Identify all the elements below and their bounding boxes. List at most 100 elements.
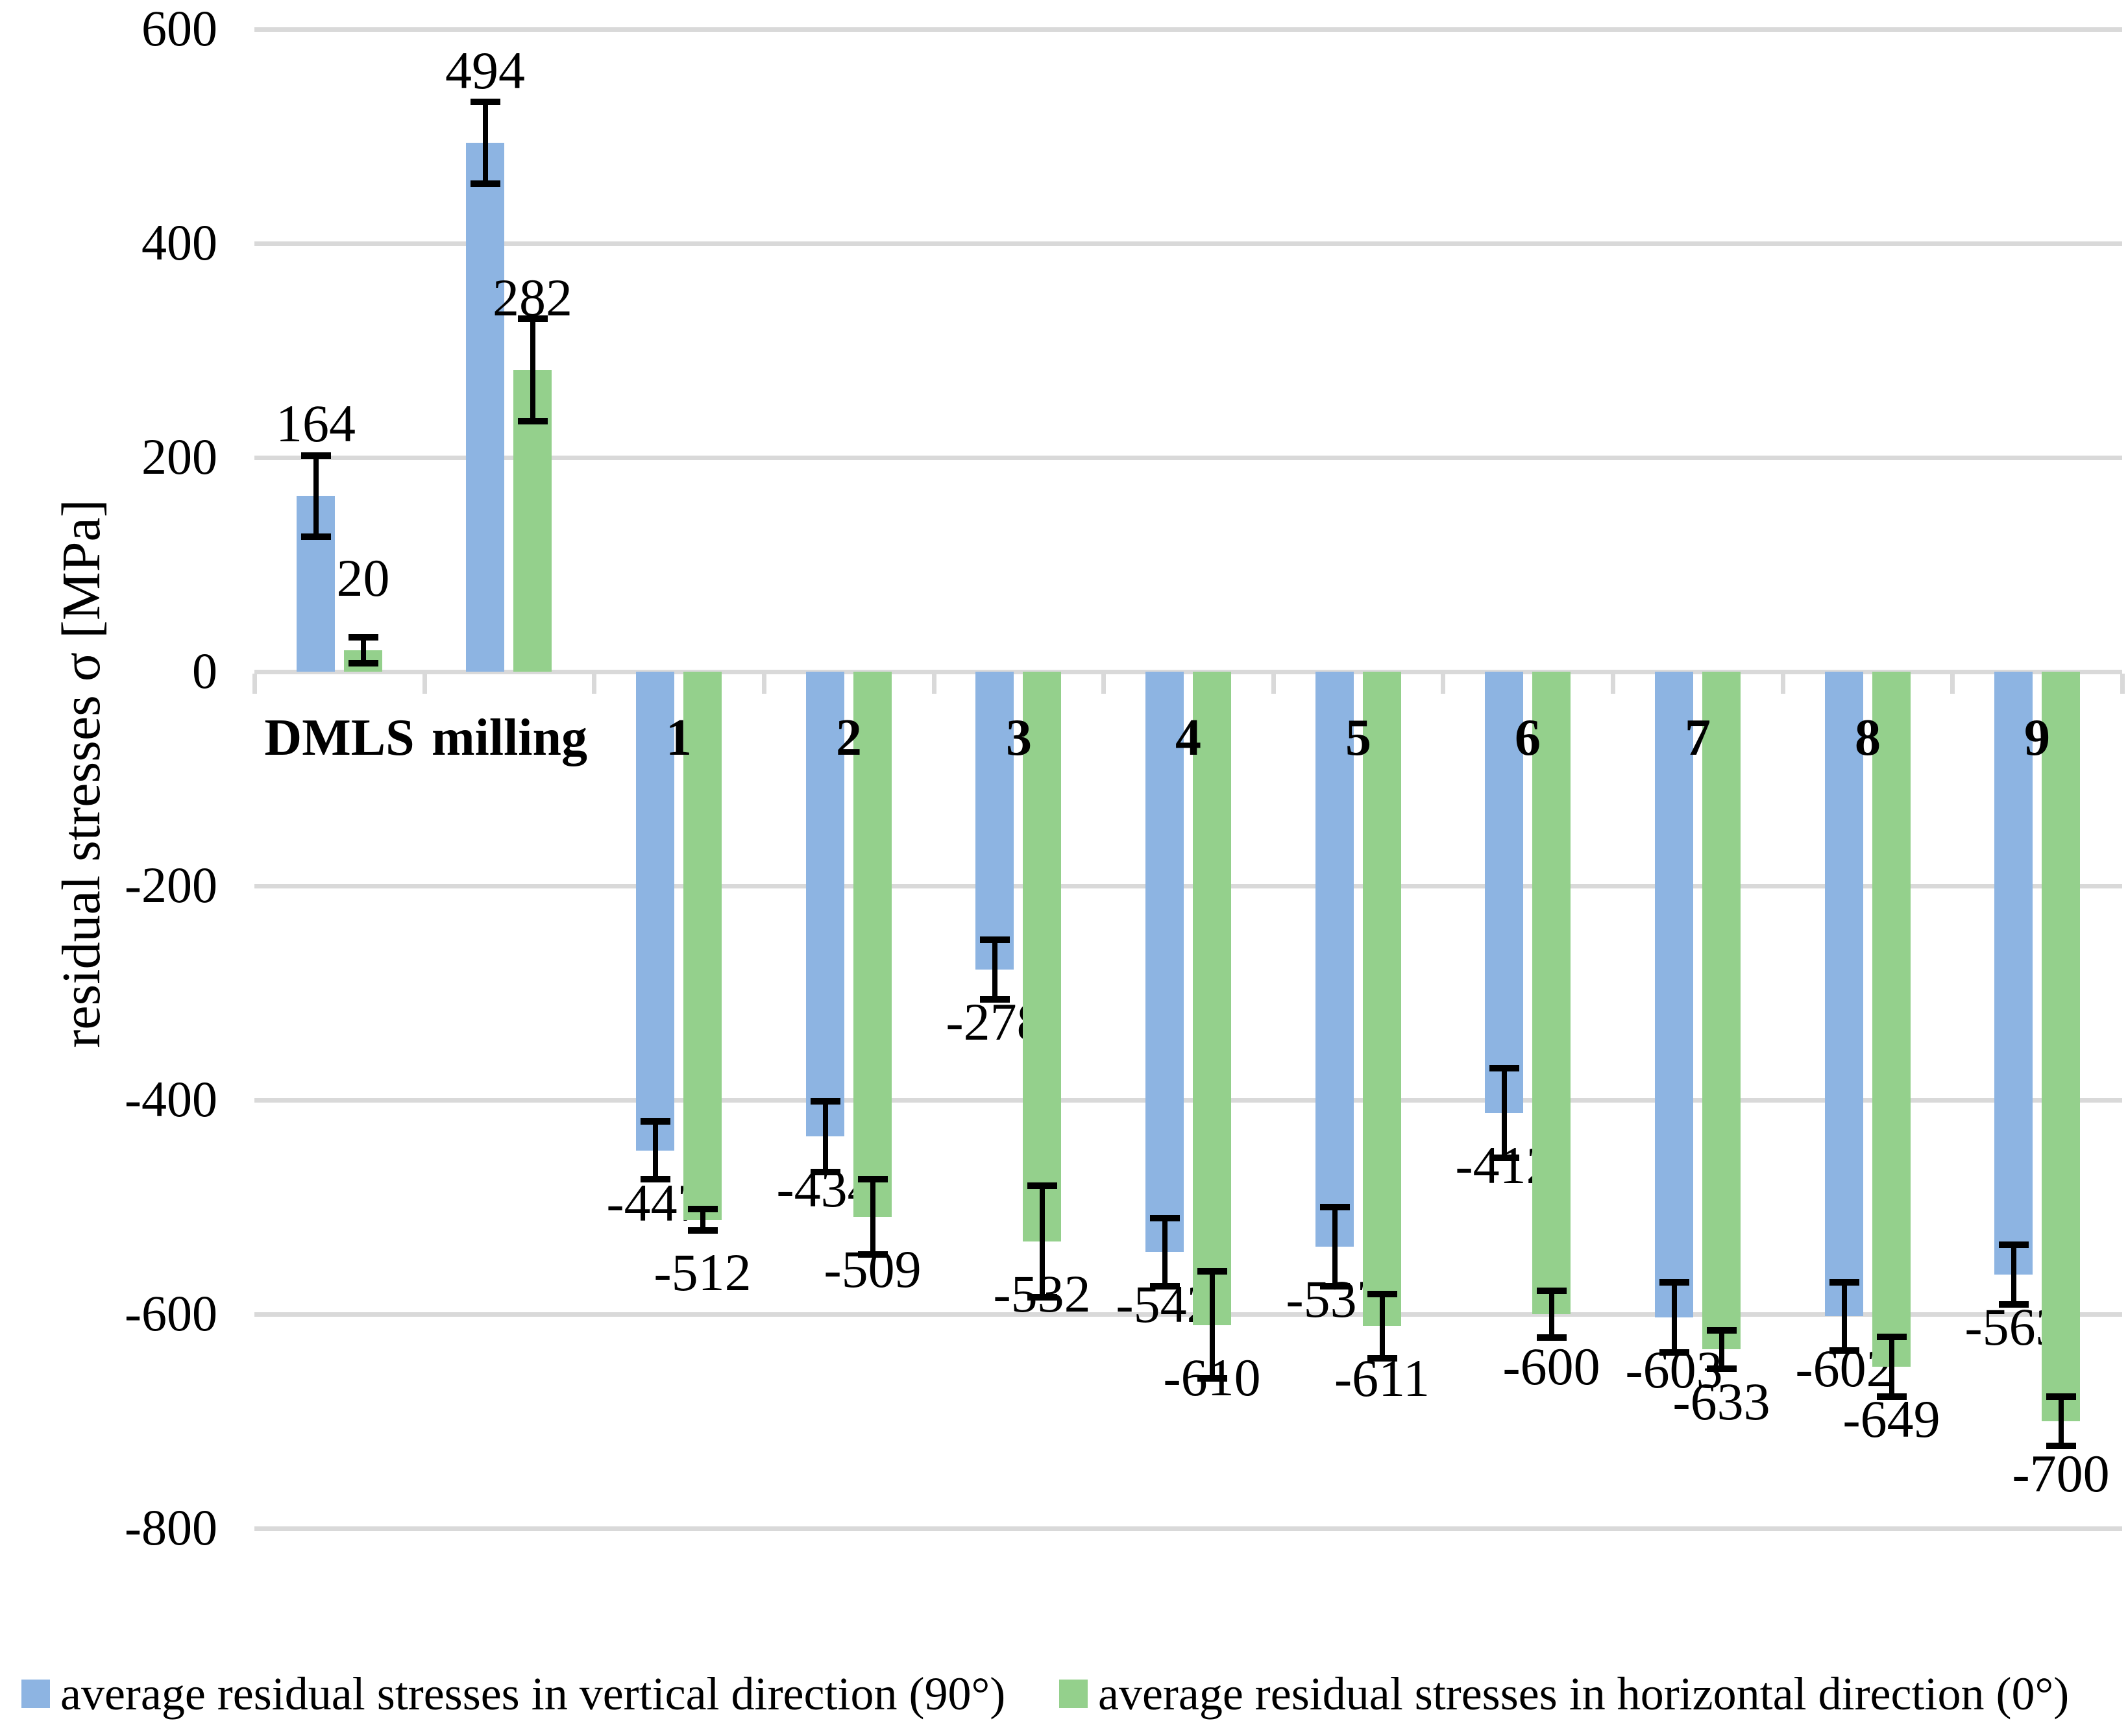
bar-series2-1: [683, 672, 722, 1220]
category-label-8: 8: [1855, 709, 1881, 766]
bar-series2-4: [1193, 672, 1231, 1325]
error-bar: [1841, 1282, 1847, 1351]
error-bar-cap: [1829, 1279, 1859, 1286]
data-label: -610: [1163, 1348, 1261, 1407]
error-bar: [1501, 1068, 1507, 1158]
error-bar-cap: [979, 936, 1010, 943]
bar-series2-8: [1872, 672, 1911, 1367]
y-tick-label: 200: [141, 428, 217, 485]
error-bar: [2011, 1245, 2016, 1304]
error-bar-cap: [1998, 1241, 2029, 1248]
bar-series1-1: [636, 672, 674, 1151]
error-bar: [360, 637, 366, 663]
error-bar-cap: [810, 1169, 840, 1175]
error-bar-cap: [517, 418, 548, 424]
x-axis-tick: [592, 674, 596, 694]
error-bar-cap: [810, 1098, 840, 1105]
category-label-5: 5: [1345, 709, 1371, 766]
gridline--600: [254, 1312, 2122, 1317]
error-bar-cap: [348, 634, 378, 641]
data-label: 494: [445, 41, 525, 100]
error-bar-cap: [687, 1206, 718, 1212]
error-bar: [870, 1179, 875, 1254]
legend-item-1: average residual stresses in vertical di…: [21, 1663, 1005, 1725]
bar-series1-3: [975, 672, 1014, 970]
error-bar-cap: [1876, 1393, 1907, 1400]
error-bar-cap: [979, 996, 1010, 1003]
error-bar: [1039, 1186, 1045, 1297]
bar-series2-2: [853, 672, 892, 1217]
error-bar: [652, 1121, 658, 1179]
error-bar-cap: [470, 99, 500, 105]
x-axis-tick: [1101, 674, 1106, 694]
error-bar-cap: [348, 660, 378, 666]
bar-series1-4: [1145, 672, 1184, 1252]
error-bar-cap: [1706, 1327, 1737, 1334]
bar-series1-5: [1315, 672, 1354, 1247]
data-label: -600: [1502, 1337, 1600, 1396]
error-bar-cap: [300, 533, 331, 540]
error-bar: [482, 102, 488, 184]
gridline-200: [254, 456, 2122, 460]
error-bar-cap: [1197, 1375, 1227, 1382]
error-bar-cap: [857, 1251, 888, 1258]
bar-series1-milling: [466, 143, 504, 672]
error-bar-cap: [640, 1118, 670, 1125]
y-tick-label: -600: [125, 1285, 217, 1341]
error-bar: [1162, 1218, 1168, 1286]
bar-series2-5: [1363, 672, 1401, 1326]
error-bar-cap: [1489, 1065, 1519, 1071]
error-bar-cap: [1149, 1215, 1180, 1221]
data-label: -649: [1842, 1389, 1940, 1449]
error-bar-cap: [640, 1176, 670, 1182]
error-bar: [1209, 1271, 1215, 1378]
data-label: -509: [824, 1240, 922, 1299]
legend-label: average residual stresses in horizontal …: [1098, 1668, 2070, 1720]
bar-series1-2: [806, 672, 844, 1136]
x-axis-tick: [252, 674, 257, 694]
y-tick-label: -400: [125, 1071, 217, 1127]
error-bar: [1671, 1282, 1677, 1352]
x-axis-tick: [1271, 674, 1276, 694]
error-bar: [1548, 1291, 1554, 1338]
data-label: -700: [2012, 1444, 2110, 1503]
error-bar: [822, 1101, 828, 1172]
error-bar-cap: [1536, 1334, 1567, 1341]
error-bar-cap: [687, 1227, 718, 1234]
error-bar: [1889, 1337, 1894, 1397]
error-bar-cap: [1536, 1288, 1567, 1294]
error-bar: [1379, 1294, 1385, 1358]
legend-item-2: average residual stresses in horizontal …: [1059, 1663, 2069, 1725]
error-bar-cap: [1027, 1182, 1057, 1189]
error-bar: [530, 319, 535, 421]
error-bar-cap: [2046, 1393, 2076, 1400]
bar-series1-6: [1485, 672, 1523, 1113]
gridline-600: [254, 27, 2122, 32]
data-label: -532: [993, 1264, 1091, 1323]
error-bar-cap: [1319, 1204, 1350, 1210]
x-axis-tick: [2120, 674, 2125, 694]
x-axis-tick: [1781, 674, 1785, 694]
data-label: -611: [1334, 1349, 1430, 1408]
category-label-1: 1: [666, 709, 692, 766]
category-label-9: 9: [2024, 709, 2050, 766]
bar-series2-3: [1023, 672, 1061, 1241]
category-label-6: 6: [1515, 709, 1541, 766]
y-tick-label: -200: [125, 857, 217, 913]
error-bar-cap: [1876, 1334, 1907, 1340]
x-axis-tick: [422, 674, 427, 694]
category-label-2: 2: [836, 709, 862, 766]
error-bar-cap: [1659, 1349, 1689, 1356]
legend-label: average residual stresses in vertical di…: [60, 1668, 1006, 1720]
legend-swatch-icon: [21, 1680, 50, 1708]
bar-series2-9: [2042, 672, 2080, 1421]
category-label-milling: milling: [431, 709, 588, 766]
category-label-3: 3: [1006, 709, 1032, 766]
error-bar: [313, 456, 319, 537]
error-bar-cap: [1197, 1268, 1227, 1275]
error-bar-cap: [1149, 1283, 1180, 1290]
error-bar-cap: [1706, 1365, 1737, 1372]
error-bar-cap: [1319, 1283, 1350, 1290]
